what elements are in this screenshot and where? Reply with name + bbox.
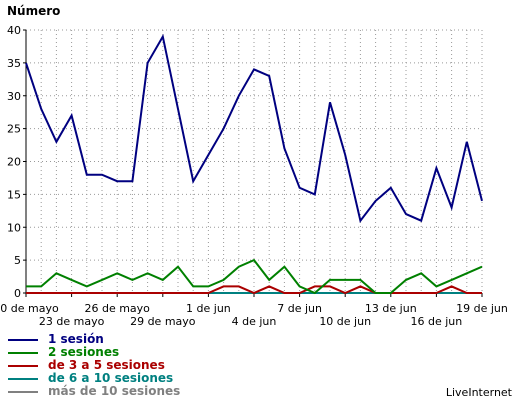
- y-tick-labels: 0 5 10 15 20 25 30 35 40: [7, 24, 21, 300]
- x-tick-label: 16 de jun: [411, 315, 463, 328]
- y-tick-label: 25: [7, 123, 21, 136]
- brand-label: LiveInternet: [445, 386, 512, 399]
- series-line-2: [26, 285, 482, 295]
- y-tick-label: 5: [14, 254, 21, 267]
- x-tick-label: 19 de jun: [456, 302, 508, 315]
- legend-swatch: [8, 339, 38, 341]
- y-tick-label: 30: [7, 90, 21, 103]
- y-tick-label: 15: [7, 188, 21, 201]
- y-axis-title: Número: [7, 4, 61, 18]
- y-tick-label: 35: [7, 57, 21, 70]
- series-line-0: [25, 33, 483, 223]
- x-tick-label: 13 de jun: [365, 302, 417, 315]
- legend-swatch: [8, 352, 38, 354]
- legend-label: más de 10 sesiones: [48, 384, 181, 398]
- legend-swatch: [8, 378, 38, 380]
- series-line-1: [26, 258, 483, 295]
- x-tick-label: 10 de jun: [319, 315, 371, 328]
- x-tick-label: 23 de mayo: [39, 315, 105, 328]
- x-tick-label: 4 de jun: [232, 315, 277, 328]
- x-tick-label: 7 de jun: [277, 302, 322, 315]
- series-lines: [25, 33, 483, 295]
- y-tick-label: 20: [7, 156, 21, 169]
- x-tick-label: 1 de jun: [186, 302, 231, 315]
- x-tick-label: 29 de mayo: [130, 315, 196, 328]
- legend-label: de 6 a 10 sesiones: [48, 371, 174, 385]
- legend-swatch: [8, 391, 38, 393]
- legend-swatch: [8, 365, 38, 367]
- legend-label: 1 sesión: [48, 332, 104, 346]
- y-tick-label: 40: [7, 24, 21, 37]
- legend-label: de 3 a 5 sesiones: [48, 358, 165, 372]
- legend-label: 2 sesiones: [48, 345, 120, 359]
- x-tick-label: 26 de mayo: [84, 302, 150, 315]
- y-tick-label: 10: [7, 221, 21, 234]
- x-tick-label: 20 de mayo: [0, 302, 59, 315]
- y-tick-label: 0: [14, 287, 21, 300]
